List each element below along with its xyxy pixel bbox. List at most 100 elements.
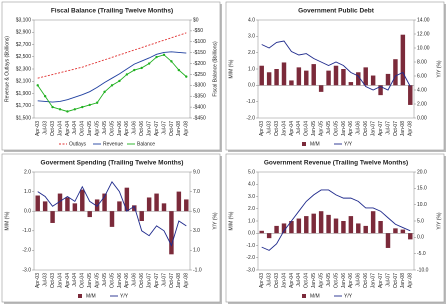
point [103, 90, 106, 94]
plot-area [33, 19, 191, 119]
y2-tick-label: -$450 [193, 115, 206, 121]
x-tick-label: Jan-07 [146, 273, 152, 289]
bar [281, 62, 287, 86]
bar [385, 73, 391, 86]
point [185, 75, 188, 78]
line [37, 51, 187, 103]
point [88, 103, 91, 107]
bar [289, 221, 294, 234]
y-axis-label: Revenue & Outlays ($billions) [4, 36, 10, 102]
x-tick-label: Apr-03 [259, 273, 265, 288]
line [37, 32, 187, 79]
point [140, 66, 143, 70]
x-tick-label: Jan-08 [400, 273, 406, 289]
y2-tick-label: $0 [193, 17, 199, 23]
legend-label: Outlays [69, 141, 86, 147]
x-tick-label: Jul-07 [161, 121, 167, 135]
y-tick-label: -3.0 [22, 267, 31, 273]
chart-panel: Government Revenue (Trailing Twelve Mont… [225, 153, 446, 304]
bar [289, 80, 294, 86]
y-tick-label: $1,900 [16, 91, 32, 97]
y2-tick-label: 1.0 [193, 248, 200, 254]
y-tick-label: -2.0 [22, 248, 31, 254]
line [37, 180, 187, 247]
x-tick-label: Apr-05 [94, 273, 100, 288]
x-tick-label: Jan-06 [341, 121, 347, 137]
bar [333, 65, 339, 86]
point [66, 110, 69, 113]
bar [57, 193, 63, 212]
x-tick-label: Jul-07 [385, 121, 391, 135]
point [58, 108, 62, 111]
bar [274, 69, 279, 86]
bar [146, 197, 152, 212]
bar [296, 67, 302, 86]
x-tick-label: Apr-03 [259, 121, 265, 136]
bar [318, 85, 324, 92]
y-tick-label: $2,700 [16, 42, 32, 48]
bar [326, 214, 331, 234]
x-tick-label: Oct-04 [80, 273, 86, 288]
y2-tick-label: 8.00 [417, 59, 427, 65]
bar [87, 211, 92, 218]
x-tick-label: Oct-04 [80, 121, 86, 136]
x-tick-label: Oct-06 [139, 273, 145, 288]
bar [65, 197, 70, 212]
y2-tick-label: 20.0 [417, 169, 427, 175]
x-tick-label: Apr-04 [65, 121, 71, 136]
bar [184, 199, 189, 212]
y-tick-label: $1,700 [16, 103, 32, 109]
bar [393, 59, 398, 86]
bar [385, 233, 391, 248]
legend-label: Y/Y [344, 141, 353, 147]
legend-swatch [302, 142, 306, 146]
bar [154, 193, 159, 212]
bar [176, 191, 182, 212]
y2-axis-label: Fiscal Balance ($billions) [212, 41, 218, 97]
y-tick-label: 1.0 [24, 189, 31, 195]
legend-label: M/M [86, 293, 96, 299]
bar [400, 229, 406, 234]
bar [378, 85, 383, 96]
bar [169, 211, 174, 255]
y-tick-label: -2.0 [246, 255, 255, 261]
y2-tick-label: 10.0 [417, 202, 427, 208]
x-tick-label: Jul-05 [326, 121, 332, 135]
point [51, 105, 54, 109]
bar [311, 64, 316, 86]
bar [124, 187, 130, 212]
bar [341, 69, 346, 86]
x-tick-label: Jan-04 [281, 121, 287, 137]
x-tick-label: Jul-06 [356, 121, 362, 135]
y-tick-label: -3.0 [246, 267, 255, 273]
x-tick-label: Oct-07 [393, 273, 399, 288]
y-tick-label: 0.0 [248, 83, 255, 89]
bar [408, 233, 413, 240]
x-tick-label: Jul-03 [266, 273, 272, 287]
bar [370, 75, 376, 86]
x-tick-label: Oct-03 [50, 121, 56, 136]
x-tick-label: Jan-05 [311, 121, 317, 137]
x-tick-label: Oct-07 [169, 121, 175, 136]
x-tick-label: Jan-07 [146, 121, 152, 137]
x-tick-label: Oct-05 [109, 121, 115, 136]
bar [363, 225, 368, 234]
y2-tick-label: 6.00 [417, 73, 427, 79]
y2-tick-label: 0.00 [417, 115, 427, 121]
x-tick-label: Apr-06 [124, 121, 130, 136]
y-tick-label: $1,500 [16, 115, 32, 121]
x-tick-label: Jul-03 [42, 121, 48, 135]
y2-axis-label: Y/Y (%) [436, 60, 442, 77]
x-tick-label: Apr-06 [124, 273, 130, 288]
y-tick-label: 0.0 [24, 209, 31, 215]
line [261, 40, 411, 91]
bar [400, 34, 406, 86]
y2-tick-label: 10.00 [417, 45, 430, 51]
x-tick-label: Apr-04 [289, 273, 295, 288]
y2-tick-label: -10.0 [417, 267, 429, 273]
legend-label: M/M [310, 141, 320, 147]
x-tick-label: Oct-03 [274, 273, 280, 288]
x-tick-label: Apr-04 [65, 273, 71, 288]
y2-tick-label: -$250 [193, 72, 206, 78]
x-tick-label: Oct-05 [333, 121, 339, 136]
